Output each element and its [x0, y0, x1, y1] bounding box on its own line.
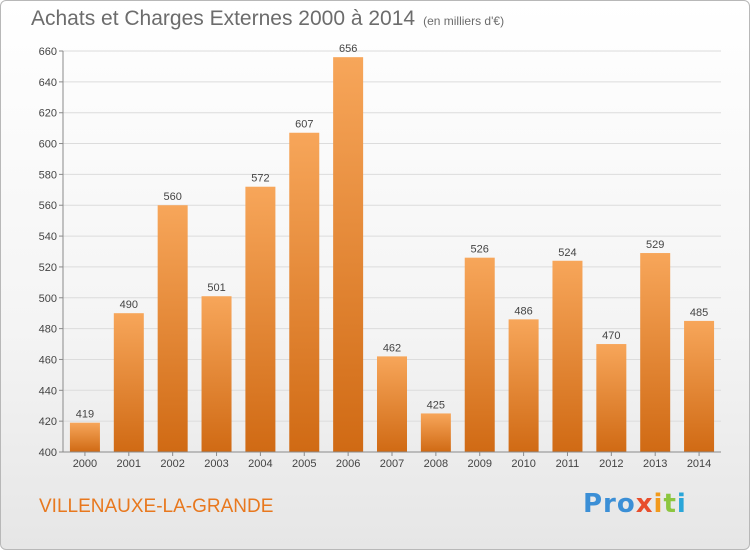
x-tick-label: 2013 [643, 458, 667, 470]
bar [640, 253, 671, 452]
bar-value-label: 529 [646, 239, 664, 251]
bar-value-label: 470 [602, 330, 620, 342]
bar-value-label: 462 [383, 342, 401, 354]
x-tick-label: 2000 [73, 458, 97, 470]
x-tick-label: 2011 [556, 458, 580, 470]
bar [552, 260, 583, 452]
bar [245, 186, 276, 452]
axes [59, 50, 721, 456]
bar [464, 257, 495, 452]
bar-value-label: 419 [76, 409, 94, 421]
bar [684, 320, 715, 452]
bar [289, 132, 320, 452]
bar-value-label: 501 [207, 282, 225, 294]
y-tick-label: 580 [39, 169, 57, 181]
bar-value-label: 490 [120, 299, 138, 311]
chart-title-text: Achats et Charges Externes 2000 à 2014 [31, 7, 416, 30]
y-tick-label: 480 [39, 324, 57, 336]
bar-value-label: 425 [427, 399, 445, 411]
bar [113, 313, 144, 452]
bar-value-label: 486 [514, 305, 532, 317]
chart-title: Achats et Charges Externes 2000 à 2014 (e… [31, 7, 504, 31]
x-tick-label: 2002 [160, 458, 184, 470]
y-tick-label: 640 [39, 77, 57, 89]
y-tick-label: 660 [39, 46, 57, 58]
bar-value-label: 526 [471, 244, 489, 256]
x-tick-label: 2007 [380, 458, 404, 470]
x-tick-label: 2014 [687, 458, 711, 470]
y-tick-label: 620 [39, 108, 57, 120]
bar [333, 57, 364, 453]
x-tick-label: 2012 [599, 458, 623, 470]
x-tick-label: 2009 [467, 458, 491, 470]
x-tick-label: 2008 [424, 458, 448, 470]
bar [201, 296, 232, 452]
y-tick-label: 520 [39, 262, 57, 274]
x-tick-label: 2004 [248, 458, 272, 470]
y-tick-label: 460 [39, 354, 57, 366]
chart-unit: (en milliers d'€) [423, 14, 505, 28]
y-tick-label: 560 [39, 200, 57, 212]
y-tick-label: 420 [39, 416, 57, 428]
y-tick-label: 500 [39, 293, 57, 305]
commune-name: VILLENAUXE-LA-GRANDE [39, 496, 274, 517]
bar-value-label: 485 [690, 307, 708, 319]
x-tick-label: 2010 [511, 458, 535, 470]
bar [508, 319, 539, 452]
y-tick-label: 400 [39, 447, 57, 459]
bars [69, 57, 715, 453]
x-tick-label: 2001 [117, 458, 141, 470]
bar-value-label: 572 [251, 173, 269, 185]
labels: 400 420 440 460 480 500 520 540 560 580 600 620 640 6… [39, 43, 712, 470]
y-tick-label: 540 [39, 231, 57, 243]
x-tick-label: 2005 [292, 458, 316, 470]
bar-value-label: 607 [295, 119, 313, 131]
x-tick-label: 2003 [204, 458, 228, 470]
bar [377, 356, 407, 452]
bar-value-label: 524 [558, 247, 576, 259]
bar [69, 422, 100, 452]
proxiti-logo: Proxiti [583, 489, 687, 519]
bar [157, 205, 188, 452]
bar [596, 344, 627, 452]
bar [420, 413, 451, 452]
y-tick-label: 440 [39, 385, 57, 397]
bar-value-label: 560 [163, 191, 181, 203]
x-tick-label: 2006 [336, 458, 360, 470]
bar-value-label: 656 [339, 43, 357, 55]
y-tick-label: 600 [39, 139, 57, 151]
